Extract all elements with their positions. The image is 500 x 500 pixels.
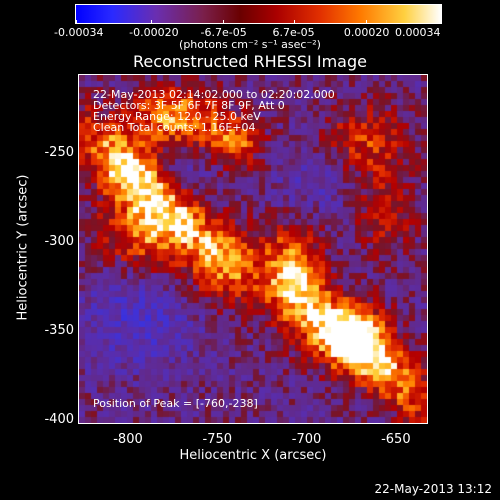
- y-tick-label: -250: [44, 144, 74, 160]
- plot-area: [78, 74, 428, 424]
- chart-title: Reconstructed RHESSI Image: [133, 52, 367, 71]
- annotation-peak: Position of Peak = [-760,-238]: [93, 397, 258, 410]
- colorbar-tick-label: -0.00034: [54, 26, 104, 39]
- annotation-detectors: Detectors: 3F 5F 6F 7F 8F 9F, Att 0: [93, 99, 285, 112]
- colorbar-tick-mark: [151, 20, 153, 24]
- colorbar-tick-mark: [365, 20, 367, 24]
- colorbar-tick-label: -0.00020: [129, 26, 179, 39]
- colorbar-tick-mark: [222, 20, 224, 24]
- footer-timestamp: 22-May-2013 13:12: [374, 482, 492, 496]
- x-tick-label: -750: [202, 432, 233, 447]
- x-tick-label: -700: [291, 432, 322, 447]
- y-tick-label: -400: [44, 412, 74, 428]
- colorbar-tick-mark: [294, 20, 296, 24]
- colorbar-tick-label: 0.00034: [395, 26, 441, 39]
- annotation-energy: Energy Range: 12.0 - 25.0 keV: [93, 110, 261, 123]
- x-tick-label: -800: [113, 432, 143, 447]
- colorbar-tick-label: 0.00020: [343, 26, 390, 39]
- y-tick-label: -350: [44, 323, 74, 339]
- colorbar-tick-label: 6.7e-05: [272, 26, 315, 39]
- x-axis-label: Heliocentric X (arcsec): [179, 448, 327, 463]
- colorbar-tick-mark: [441, 20, 442, 24]
- y-axis-label: Heliocentric Y (arcsec): [15, 174, 31, 321]
- colorbar-units: (photons cm⁻² s⁻¹ asec⁻²): [179, 38, 321, 51]
- colorbar-tick-mark: [76, 20, 77, 24]
- annotation-time-range: 22-May-2013 02:14:02.000 to 02:20:02.000: [93, 88, 335, 101]
- y-tick-label: -300: [44, 233, 74, 249]
- annotation-clean: Clean Total counts: 1.16E+04: [93, 121, 256, 134]
- colorbar-tick-label: -6.7e-05: [200, 26, 247, 39]
- colorbar: [75, 4, 442, 24]
- heatmap-image: [79, 75, 427, 423]
- x-tick-label: -650: [381, 432, 411, 447]
